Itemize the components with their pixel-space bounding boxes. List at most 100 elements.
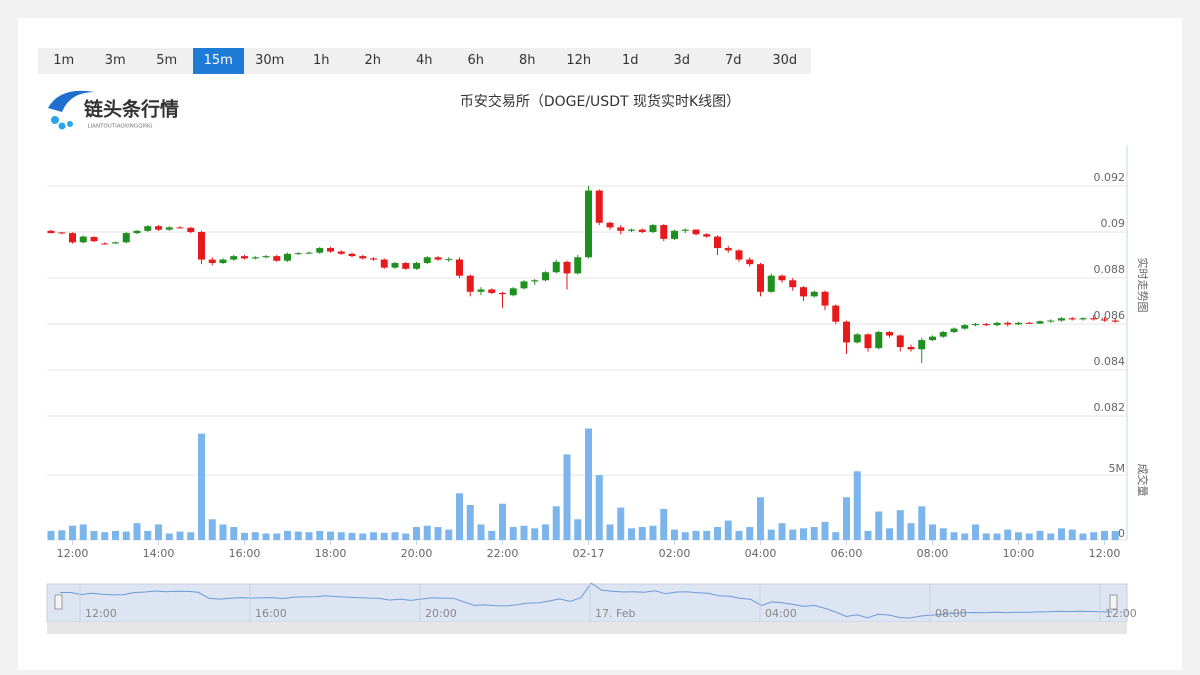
navigator-handle[interactable] bbox=[1109, 594, 1118, 610]
candle-body bbox=[1068, 318, 1076, 320]
candle-body bbox=[69, 233, 76, 243]
volume-bar bbox=[853, 471, 861, 540]
candle-body bbox=[703, 234, 711, 237]
candle-body bbox=[294, 253, 302, 255]
period-button[interactable]: 30d bbox=[772, 53, 798, 68]
volume-bar bbox=[778, 523, 786, 540]
period-button[interactable]: 5m bbox=[156, 53, 178, 68]
candle-body bbox=[423, 257, 431, 264]
volume-bar bbox=[520, 525, 528, 540]
scrollbar[interactable] bbox=[47, 622, 1127, 634]
candle-body bbox=[896, 335, 904, 347]
card bbox=[18, 18, 1182, 670]
period-button[interactable]: 4h bbox=[415, 53, 433, 68]
navigator-label: 12:00 bbox=[85, 607, 117, 620]
candle-body bbox=[90, 237, 98, 242]
volume-bar bbox=[155, 524, 162, 540]
candle-body bbox=[939, 332, 947, 337]
x-tick-label: 16:00 bbox=[229, 547, 261, 560]
candle-body bbox=[58, 232, 66, 234]
period-button[interactable]: 3d bbox=[673, 53, 691, 68]
candle-body bbox=[262, 256, 270, 258]
period-button[interactable]: 1m bbox=[53, 53, 75, 68]
volume-bar bbox=[112, 530, 119, 540]
volume-bar bbox=[939, 528, 947, 540]
candle-body bbox=[864, 334, 872, 349]
period-button[interactable]: 1h bbox=[312, 53, 330, 68]
candle-body bbox=[789, 280, 797, 288]
x-tick-label: 22:00 bbox=[487, 547, 519, 560]
candle-body bbox=[230, 256, 238, 260]
candle-body bbox=[133, 230, 141, 234]
volume-bar bbox=[649, 525, 657, 540]
period-button[interactable]: 1d bbox=[621, 53, 639, 68]
logo-mark bbox=[48, 90, 95, 112]
logo-text: 链头条行情 bbox=[84, 98, 179, 121]
y-axis-title: 实时走势图 bbox=[1136, 258, 1150, 313]
candle-body bbox=[1004, 322, 1012, 325]
volume-bar bbox=[918, 506, 926, 540]
volume-bar bbox=[305, 532, 313, 540]
candle-body bbox=[1015, 322, 1022, 325]
volume-bar bbox=[337, 532, 345, 540]
volume-bar bbox=[1068, 529, 1076, 540]
candle-body bbox=[144, 226, 152, 231]
candle-body bbox=[875, 332, 883, 349]
period-button[interactable]: 6h bbox=[467, 53, 484, 68]
period-button[interactable]: 7d bbox=[724, 53, 742, 68]
volume-bar bbox=[724, 520, 732, 540]
volume-bar bbox=[122, 531, 130, 540]
y-tick-label: 0.09 bbox=[1101, 217, 1126, 230]
navigator-line bbox=[60, 582, 1113, 619]
period-button[interactable]: 12h bbox=[566, 53, 592, 68]
period-button[interactable]: 3m bbox=[104, 53, 126, 68]
candle-body bbox=[402, 263, 410, 269]
volume-bar bbox=[208, 519, 216, 540]
navigator-handle[interactable] bbox=[54, 594, 63, 610]
candle-body bbox=[316, 248, 324, 253]
candle-body bbox=[714, 236, 721, 249]
candle-body bbox=[671, 230, 678, 239]
candle-body bbox=[219, 259, 227, 264]
candle-body bbox=[1025, 322, 1033, 324]
candle-body bbox=[509, 288, 517, 296]
period-button[interactable]: 30m bbox=[255, 53, 285, 68]
logo-subtext: LIANTOUTIAOXINGQING bbox=[88, 124, 153, 130]
candle-body bbox=[284, 253, 291, 261]
volume-bar bbox=[843, 497, 850, 540]
volume-bar bbox=[896, 510, 904, 540]
candle-body bbox=[79, 236, 87, 243]
volume-bar bbox=[767, 529, 775, 540]
candle-body bbox=[456, 259, 463, 276]
logo-dot bbox=[67, 121, 73, 127]
volume-bar bbox=[950, 532, 958, 540]
volume-bar bbox=[165, 533, 173, 540]
logo-dot bbox=[58, 122, 66, 130]
candle-body bbox=[638, 229, 646, 232]
candle-body bbox=[950, 328, 958, 333]
volume-bar bbox=[907, 523, 915, 540]
x-tick-label: 18:00 bbox=[315, 547, 347, 560]
candle-body bbox=[929, 336, 936, 341]
chart-title: 币安交易所（DOGE/USDT 现货实时K线图） bbox=[460, 93, 740, 110]
candle-body bbox=[767, 275, 775, 292]
period-button[interactable]: 2h bbox=[364, 53, 381, 68]
volume-bar bbox=[1004, 529, 1012, 540]
volume-bar bbox=[552, 506, 560, 540]
volume-bar bbox=[595, 475, 603, 540]
x-tick-label: 02:00 bbox=[659, 547, 691, 560]
period-button[interactable]: 8h bbox=[518, 53, 536, 68]
period-button[interactable]: 15m bbox=[192, 48, 244, 74]
volume-bar bbox=[316, 530, 324, 540]
volume-bar bbox=[241, 532, 248, 540]
volume-bar bbox=[1036, 530, 1044, 540]
candle-body bbox=[617, 227, 625, 231]
volume-bar bbox=[380, 532, 388, 540]
candle-body bbox=[982, 323, 990, 326]
candle-body bbox=[778, 275, 786, 281]
candle-body bbox=[176, 227, 184, 229]
volume-bar bbox=[79, 524, 87, 540]
volume-bar bbox=[1015, 532, 1022, 540]
candle-body bbox=[800, 287, 807, 297]
candle-body bbox=[542, 272, 549, 281]
